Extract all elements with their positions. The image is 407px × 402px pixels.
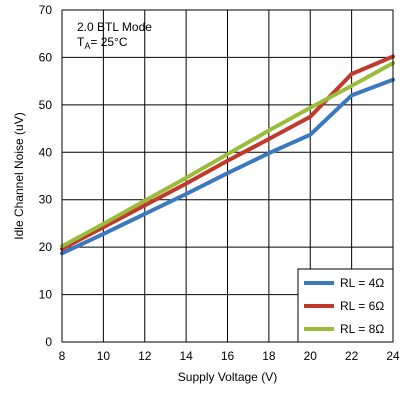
legend: RL = 4Ω RL = 6Ω RL = 8Ω	[297, 268, 394, 343]
y-tick-label: 10	[39, 288, 53, 302]
y-tick-label: 40	[39, 145, 53, 159]
y-tick-label: 20	[39, 240, 53, 254]
legend-label-1: RL = 4Ω	[340, 276, 384, 290]
x-tick-label: 14	[179, 349, 193, 363]
y-tick-label: 0	[45, 335, 52, 349]
y-axis-title: Idle Channel Noise (uV)	[12, 112, 26, 239]
x-tick-label: 12	[138, 349, 152, 363]
y-tick-label: 30	[39, 193, 53, 207]
mode-label: 2.0 BTL Mode	[77, 20, 152, 34]
temperature-subscript: A	[84, 41, 90, 51]
x-axis-title: Supply Voltage (V)	[178, 370, 277, 384]
series-line-2	[60, 54, 395, 251]
y-tick-label: 70	[39, 3, 53, 17]
tick-labels: 8 10 12 14 16 18 20 22 24 0 10 20 30 40 50 60 70	[39, 3, 400, 363]
series-line-3	[60, 61, 395, 249]
x-tick-label: 18	[262, 349, 276, 363]
mode-annotation: 2.0 BTL Mode TA= 25°C	[77, 20, 152, 51]
plot-frame	[61, 9, 394, 343]
series-group	[60, 54, 395, 256]
temperature-value: = 25°C	[90, 35, 127, 49]
temperature-label: TA= 25°C	[77, 35, 128, 51]
legend-label-3: RL = 8Ω	[340, 322, 384, 336]
legend-label-2: RL = 6Ω	[340, 299, 384, 313]
x-tick-label: 22	[345, 349, 359, 363]
y-tick-label: 60	[39, 50, 53, 64]
temperature-symbol: T	[77, 35, 85, 49]
x-tick-label: 16	[221, 349, 235, 363]
y-tick-label: 50	[39, 98, 53, 112]
series-line-1	[60, 77, 395, 256]
x-tick-label: 20	[304, 349, 318, 363]
x-tick-label: 8	[59, 349, 66, 363]
x-tick-label: 24	[386, 349, 400, 363]
x-tick-label: 10	[97, 349, 111, 363]
